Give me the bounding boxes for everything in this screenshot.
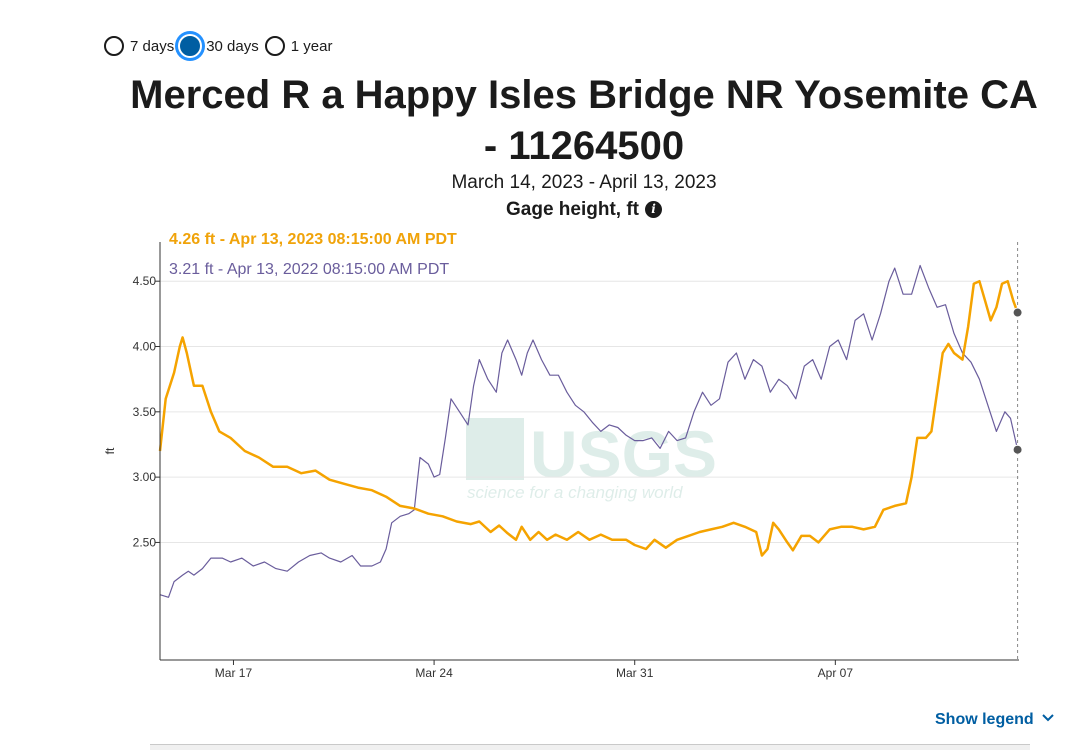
axes — [159, 242, 1019, 661]
horizontal-scrollbar[interactable] — [150, 744, 1030, 750]
grid-lines — [160, 280, 1019, 543]
y-tick-label: 4.50 — [133, 274, 157, 288]
y-tick-label: 2.50 — [133, 535, 157, 549]
y-axis-ticks: 2.50 3.00 3.50 4.00 4.50 — [133, 274, 160, 549]
x-tick-label: Mar 24 — [415, 666, 453, 680]
parameter-name: Gage height, ft — [506, 199, 639, 220]
x-axis-ticks: Mar 17 Mar 24 Mar 31 Apr 07 — [215, 660, 854, 680]
date-range: March 14, 2023 - April 13, 2023 — [451, 172, 717, 193]
x-tick-label: Apr 07 — [818, 666, 854, 680]
current-point-label: 4.26 ft - Apr 13, 2023 08:15:00 AM PDT — [169, 231, 457, 248]
current-point-marker — [1012, 307, 1023, 318]
period-option-1-year[interactable]: 1 year — [264, 36, 333, 56]
radio-30-days[interactable] — [180, 36, 201, 56]
radio-label-1-year: 1 year — [290, 37, 333, 55]
info-icon[interactable]: i — [645, 201, 662, 218]
x-tick-label: Mar 31 — [616, 666, 654, 680]
usgs-watermark-tagline: science for a changing world — [467, 483, 683, 502]
x-tick-label: Mar 17 — [215, 666, 253, 680]
site-title-line2: - 11264500 — [483, 124, 685, 168]
y-tick-label: 3.50 — [133, 405, 157, 419]
site-title-line1: Merced R a Happy Isles Bridge NR Yosemit… — [130, 73, 1038, 117]
period-option-7-days[interactable]: 7 days — [104, 36, 174, 56]
chevron-down-icon — [1042, 714, 1054, 722]
usgs-watermark-logo — [466, 418, 524, 480]
show-legend-label: Show legend — [935, 711, 1034, 728]
radio-label-7-days: 7 days — [130, 37, 175, 55]
usgs-watermark: USGS science for a changing world — [466, 417, 717, 502]
parameter-heading: Gage height, ft i — [100, 199, 1068, 221]
period-option-30-days[interactable]: 30 days — [180, 36, 259, 56]
usgs-watermark-text: USGS — [530, 417, 717, 491]
site-title: Merced R a Happy Isles Bridge NR Yosemit… — [100, 70, 1068, 172]
y-tick-label: 3.00 — [133, 470, 157, 484]
show-legend-button[interactable]: Show legend — [935, 711, 1054, 729]
radio-1-year[interactable] — [264, 36, 285, 56]
period-selector: 7 days 30 days 1 year — [104, 36, 338, 56]
radio-label-30-days: 30 days — [206, 37, 259, 55]
current-series-line — [158, 279, 1019, 557]
previous-series-line — [159, 264, 1019, 598]
previous-point-marker — [1012, 444, 1023, 455]
y-tick-label: 4.00 — [133, 340, 157, 354]
radio-7-days[interactable] — [104, 36, 124, 56]
previous-point-label: 3.21 ft - Apr 13, 2022 08:15:00 AM PDT — [169, 261, 450, 278]
y-axis-label: ft — [103, 447, 117, 454]
series-lines — [158, 242, 1023, 660]
